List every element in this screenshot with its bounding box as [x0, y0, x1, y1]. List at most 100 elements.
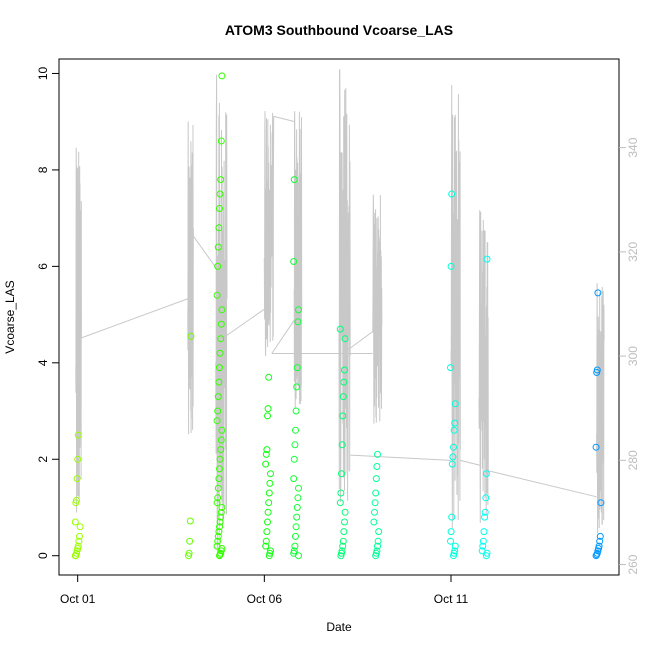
data-point: [447, 364, 454, 372]
data-point: [263, 528, 271, 536]
data-point: [264, 412, 271, 420]
data-point: [267, 470, 274, 478]
data-point: [339, 412, 347, 420]
data-point: [293, 504, 301, 511]
data-point: [371, 499, 379, 507]
data-point: [478, 547, 486, 555]
secondary-line-segment: [187, 121, 194, 435]
data-point: [479, 542, 487, 550]
data-point: [372, 489, 380, 497]
data-point: [340, 528, 348, 536]
data-point: [185, 549, 193, 557]
data-point: [74, 542, 82, 550]
data-point: [483, 255, 491, 263]
data-point: [339, 537, 347, 545]
data-point: [370, 518, 378, 526]
data-point: [73, 496, 80, 504]
data-point: [214, 494, 222, 502]
data-point: [448, 190, 456, 198]
data-point: [447, 528, 455, 536]
data-point: [339, 393, 347, 401]
data-point: [265, 373, 273, 381]
y-tick-label: 8: [36, 166, 50, 173]
data-point: [292, 426, 299, 434]
x-tick-label: Oct 01: [60, 592, 96, 606]
x-tick-label: Oct 06: [247, 592, 283, 606]
y-axis-label: Vcoarse_LAS: [3, 280, 17, 353]
data-point: [451, 542, 459, 550]
data-point: [592, 443, 600, 451]
data-point: [217, 320, 225, 328]
y-tick-label: 10: [36, 66, 50, 80]
data-point: [339, 542, 347, 550]
data-point: [217, 137, 225, 145]
y-tick-label: 2: [36, 456, 50, 463]
data-point: [264, 508, 272, 516]
data-point: [338, 441, 346, 449]
data-point: [217, 436, 225, 444]
data-point: [262, 460, 270, 468]
data-point: [214, 537, 222, 545]
data-point: [262, 537, 270, 545]
data-point: [340, 378, 348, 386]
data-point: [214, 532, 222, 540]
secondary-line-connector: [460, 459, 481, 467]
data-point: [74, 431, 82, 439]
data-point: [71, 518, 79, 526]
data-point: [217, 176, 225, 184]
data-point: [76, 532, 83, 540]
data-point: [481, 513, 489, 521]
y-axis: 0 2 4 6 8 10: [36, 66, 59, 559]
data-point: [293, 513, 301, 521]
data-point: [451, 419, 459, 427]
data-point: [290, 176, 298, 184]
data-point: [294, 318, 302, 326]
secondary-line-connector: [350, 454, 452, 461]
data-point: [217, 446, 225, 454]
data-point: [264, 518, 271, 526]
y-tick-label: 6: [36, 263, 50, 270]
data-point: [336, 499, 344, 507]
data-point: [447, 262, 455, 270]
data-point: [341, 518, 348, 526]
y2-tick-label: 260: [626, 554, 640, 574]
data-point: [217, 335, 225, 343]
data-point: [73, 475, 81, 483]
data-point: [374, 537, 382, 545]
data-point: [295, 484, 302, 492]
x-axis-label: Date: [326, 620, 352, 634]
data-point: [594, 289, 602, 297]
data-point: [290, 475, 298, 483]
secondary-line-connector: [273, 115, 295, 123]
data-point: [216, 349, 224, 357]
data-point: [216, 205, 223, 212]
data-point: [374, 450, 381, 458]
data-point: [451, 547, 459, 555]
secondary-line-connector: [271, 308, 303, 354]
secondary-line-connector: [488, 470, 597, 498]
data-point: [214, 393, 222, 401]
data-point: [264, 405, 272, 413]
data-point: [217, 508, 225, 516]
data-point: [371, 508, 378, 516]
data-point: [293, 383, 301, 391]
secondary-line-segment: [263, 111, 275, 357]
data-point: [213, 291, 221, 299]
data-point: [266, 479, 274, 487]
data-point: [596, 532, 604, 540]
data-point: [373, 463, 381, 470]
data-point: [216, 518, 224, 526]
data-point: [215, 224, 223, 232]
data-point: [295, 306, 302, 314]
data-point: [215, 475, 223, 483]
data-point: [216, 465, 223, 473]
y2-tick-label: 280: [626, 450, 640, 470]
data-point: [214, 262, 222, 270]
secondary-line-segment: [596, 283, 605, 534]
data-point: [337, 489, 345, 497]
secondary-line-connector: [226, 308, 265, 336]
data-point: [481, 508, 489, 516]
data-point: [74, 455, 82, 463]
